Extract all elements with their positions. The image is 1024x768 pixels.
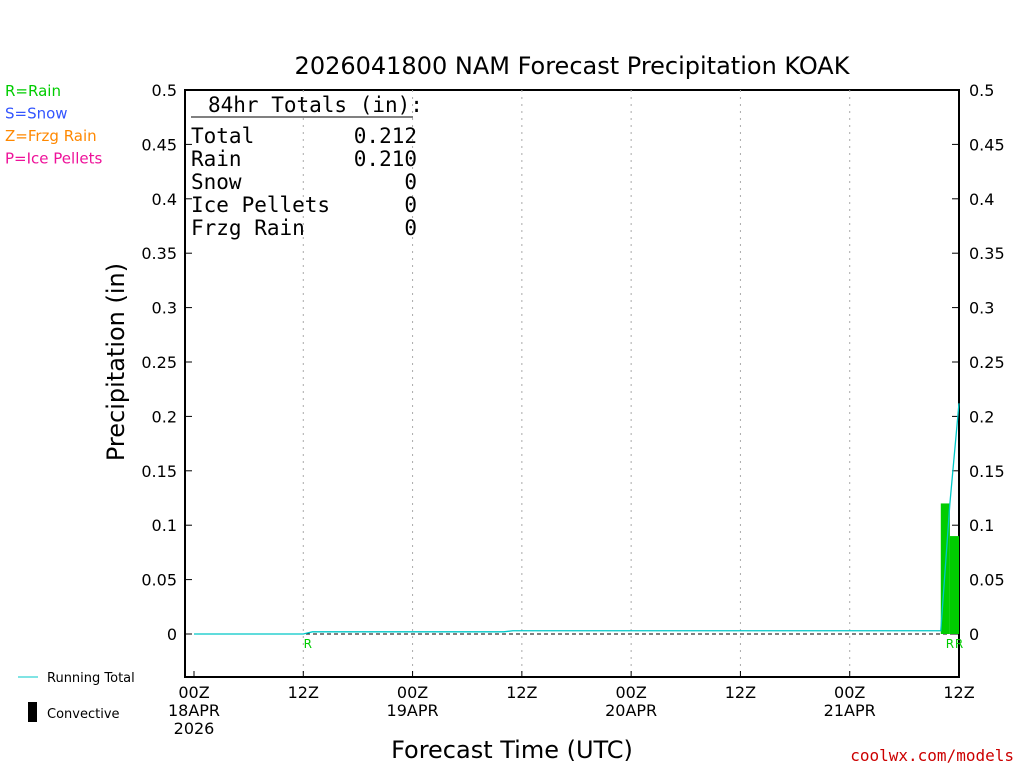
y-tick-label-right: 0.25 <box>969 353 1005 372</box>
precip-type-marker: R <box>946 637 954 651</box>
y-tick-label: 0.3 <box>152 299 177 318</box>
x-tick-label: 19APR <box>387 701 439 720</box>
x-tick-label: 20APR <box>605 701 657 720</box>
convective-legend-label: Convective <box>47 707 120 722</box>
y-tick-label-right: 0.1 <box>969 516 994 535</box>
precip-type-marker: R <box>304 637 312 651</box>
x-tick-label: 12Z <box>943 683 974 702</box>
y-tick-label: 0.15 <box>141 462 177 481</box>
precip-type-legend-item: S=Snow <box>5 105 68 123</box>
x-tick-label: 12Z <box>725 683 756 702</box>
precip-type-marker: R <box>955 637 963 651</box>
totals-row-value: 0 <box>404 193 417 217</box>
y-tick-label: 0.35 <box>141 244 177 263</box>
totals-row-value: 0 <box>404 216 417 240</box>
x-tick-label: 00Z <box>178 683 209 702</box>
x-tick-label: 18APR <box>168 701 220 720</box>
precip-type-legend-item: R=Rain <box>5 82 61 100</box>
precip-bar <box>949 536 959 634</box>
y-tick-label: 0.45 <box>141 135 177 154</box>
totals-row-label: Snow <box>191 170 242 194</box>
totals-row-value: 0 <box>404 170 417 194</box>
x-tick-label: 12Z <box>288 683 319 702</box>
x-tick-label: 12Z <box>506 683 537 702</box>
totals-row-label: Rain <box>191 147 242 171</box>
x-tick-label: 00Z <box>397 683 428 702</box>
y-tick-label-right: 0.05 <box>969 571 1005 590</box>
y-tick-label: 0.5 <box>152 81 177 100</box>
running-total-legend-label: Running Total <box>47 671 135 686</box>
y-tick-label: 0.05 <box>141 571 177 590</box>
x-tick-label: 2026 <box>174 719 215 738</box>
source-credit: coolwx.com/models <box>850 746 1014 765</box>
x-tick-label: 00Z <box>615 683 646 702</box>
y-tick-label-right: 0 <box>969 625 979 644</box>
totals-row-value: 0.210 <box>354 147 417 171</box>
y-tick-label: 0.25 <box>141 353 177 372</box>
y-tick-label-right: 0.35 <box>969 244 1005 263</box>
y-tick-label-right: 0.5 <box>969 81 994 100</box>
totals-header: 84hr Totals (in): <box>208 93 423 117</box>
convective-legend-swatch <box>28 702 37 722</box>
totals-row-label: Total <box>191 124 254 148</box>
y-tick-label-right: 0.45 <box>969 135 1005 154</box>
precip-type-legend: R=Rain S=Snow Z=Frzg Rain P=Ice Pellets <box>5 82 102 168</box>
y-tick-label: 0.4 <box>152 190 177 209</box>
totals-row-label: Frzg Rain <box>191 216 305 240</box>
running-total-line <box>194 403 960 635</box>
y-tick-label-right: 0.15 <box>969 462 1005 481</box>
precip-type-legend-item: P=Ice Pellets <box>5 150 102 168</box>
totals-row-value: 0.212 <box>354 124 417 148</box>
plot-area: 0 00.05 0.050.1 0.10.15 0.150.2 0.20.25 0.250.… <box>141 81 1004 738</box>
plot-frame <box>184 89 960 678</box>
chart-title: 2026041800 NAM Forecast Precipitation KO… <box>295 52 851 80</box>
totals-row-label: Ice Pellets <box>191 193 330 217</box>
y-tick-label-right: 0.2 <box>969 407 994 426</box>
x-axis-label: Forecast Time (UTC) <box>391 736 633 764</box>
y-tick-label: 0.1 <box>152 516 177 535</box>
y-tick-label: 0.2 <box>152 407 177 426</box>
y-axis-label: Precipitation (in) <box>102 263 130 461</box>
y-tick-label-right: 0.3 <box>969 299 994 318</box>
x-tick-label: 00Z <box>834 683 865 702</box>
x-tick-label: 21APR <box>824 701 876 720</box>
y-tick-label: 0 <box>167 625 177 644</box>
y-tick-label-right: 0.4 <box>969 190 994 209</box>
precip-type-legend-item: Z=Frzg Rain <box>5 127 97 145</box>
